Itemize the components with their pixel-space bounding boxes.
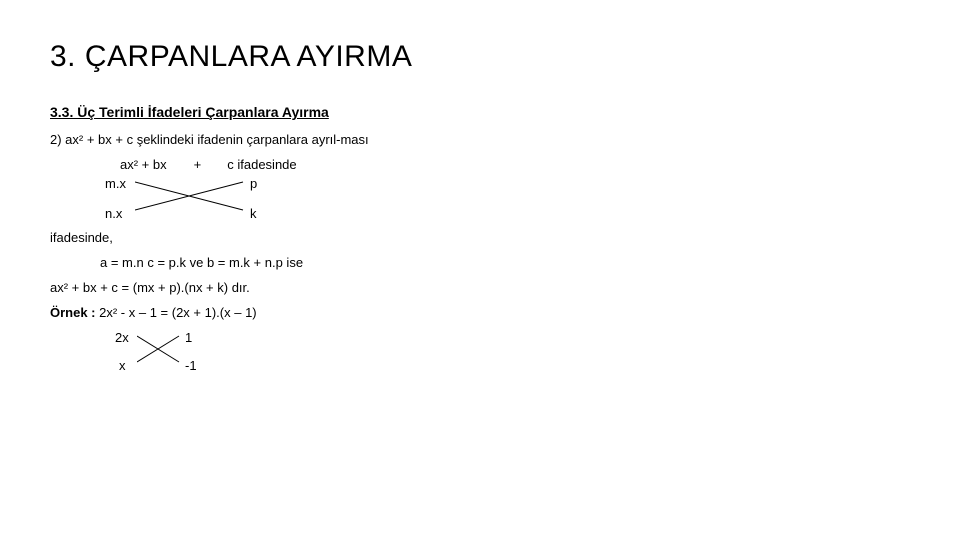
cross1-left-top: m.x <box>105 176 126 191</box>
cross1-lines-icon <box>135 180 245 214</box>
cross-diagram-2: 2x x 1 -1 <box>115 330 910 380</box>
cross2-left-top: 2x <box>115 330 129 345</box>
expr-col3: c ifadesinde <box>227 157 296 172</box>
cross1-right-bot: k <box>250 206 257 221</box>
cross2-left-bot: x <box>119 358 126 373</box>
cross2-right-top: 1 <box>185 330 192 345</box>
intro-line: 2) ax² + bx + c şeklindeki ifadenin çarp… <box>50 132 910 147</box>
section-subtitle: 3.3. Üç Terimli İfadeleri Çarpanlara Ayı… <box>50 104 910 120</box>
page-title: 3. ÇARPANLARA AYIRMA <box>50 40 910 74</box>
cross2-right-bot: -1 <box>185 358 197 373</box>
expr-plus: + <box>194 157 224 172</box>
conditions-line: a = m.n c = p.k ve b = m.k + n.p ise <box>100 255 910 270</box>
result-line: ax² + bx + c = (mx + p).(nx + k) dır. <box>50 280 910 295</box>
cross1-left-bot: n.x <box>105 206 122 221</box>
cross-diagram-1: m.x n.x p k <box>105 176 910 226</box>
example-label: Örnek : <box>50 305 99 320</box>
after-cross-text: ifadesinde, <box>50 230 910 245</box>
cross2-lines-icon <box>137 334 181 366</box>
expression-row: ax² + bx + c ifadesinde <box>120 157 910 172</box>
example-line: Örnek : 2x² - x – 1 = (2x + 1).(x – 1) <box>50 305 910 320</box>
example-body: 2x² - x – 1 = (2x + 1).(x – 1) <box>99 305 257 320</box>
cross1-right-top: p <box>250 176 257 191</box>
expr-col1: ax² + bx <box>120 157 190 172</box>
